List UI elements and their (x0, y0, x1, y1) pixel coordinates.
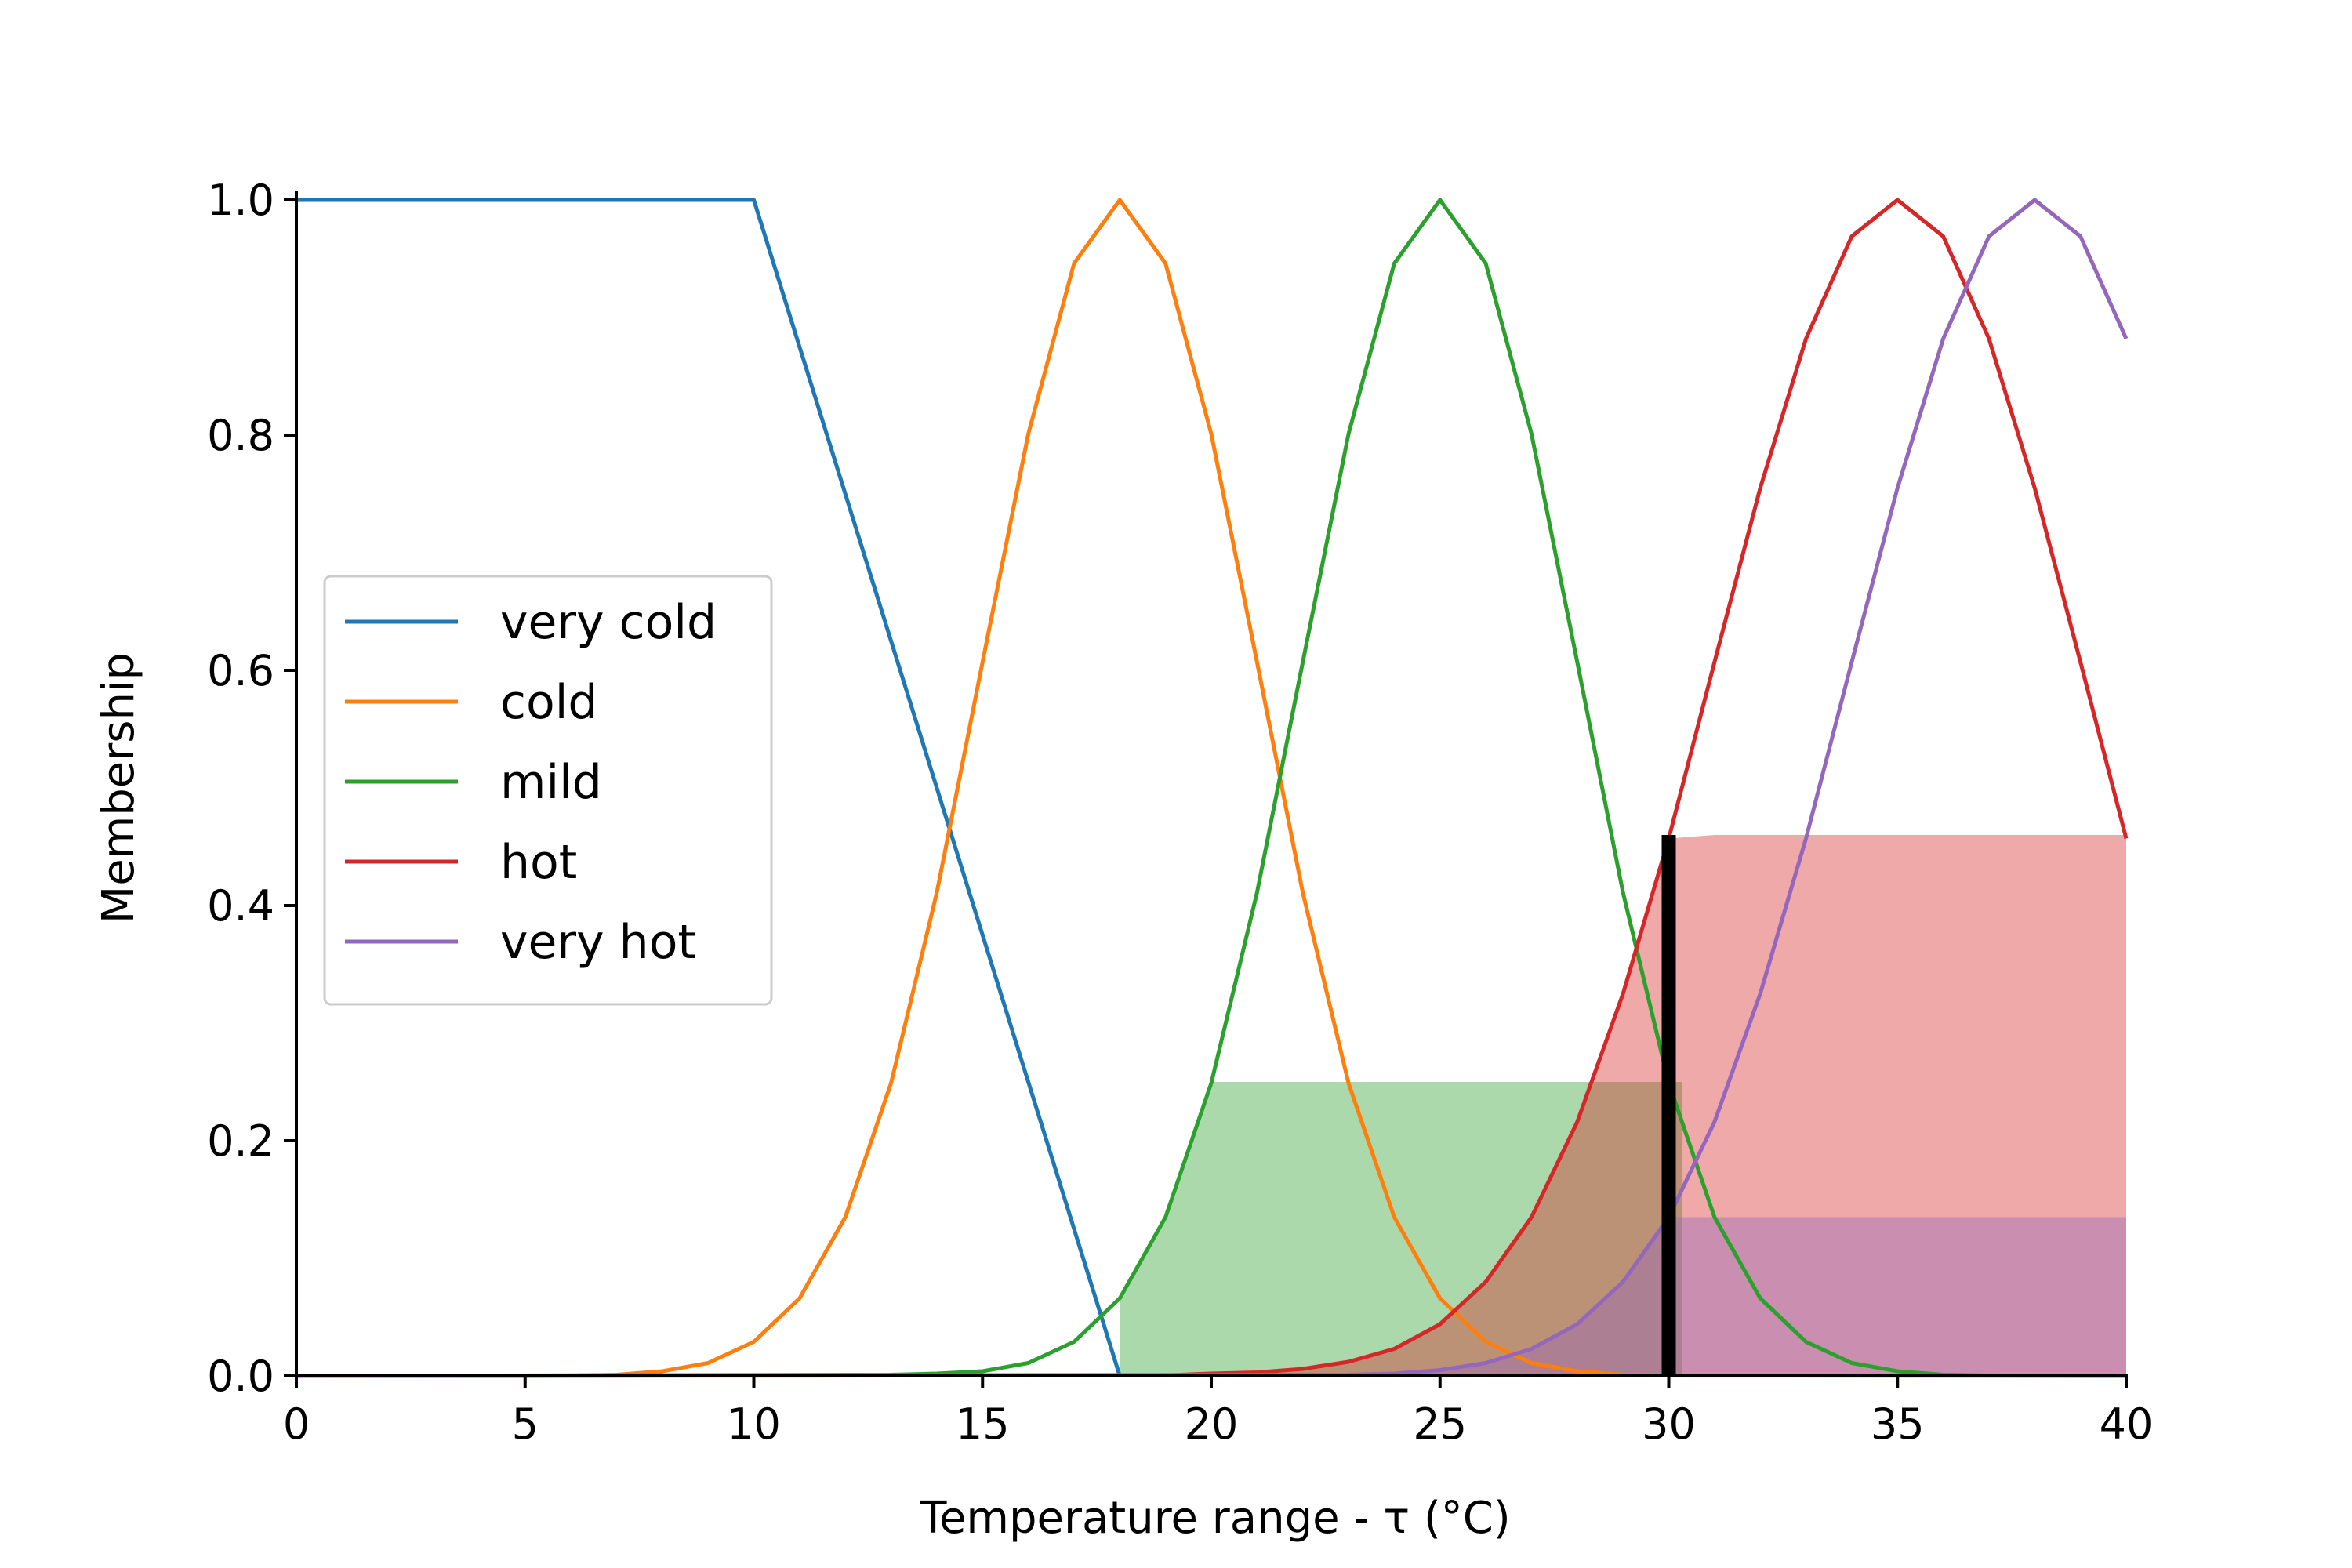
x-tick-label: 30 (1642, 1399, 1696, 1449)
series-line-hot (296, 198, 2129, 1378)
series-line-mild (296, 198, 2127, 1378)
fill-very-hot (1302, 1217, 2126, 1376)
x-tick-label: 20 (1185, 1399, 1239, 1449)
series-line-very-cold (296, 198, 1122, 1377)
legend-label-mild: mild (500, 755, 602, 810)
legend-label-very-cold: very cold (500, 595, 717, 650)
series-lines (296, 198, 2129, 1378)
y-tick-label: 0.0 (207, 1352, 274, 1401)
x-tick-label: 35 (1871, 1399, 1925, 1449)
y-tick-label: 0.2 (207, 1116, 274, 1166)
axes: 0 5 10 15 20 25 30 35 40 0.0 0.2 0.4 0.6 0.8 1.0 (207, 176, 2153, 1449)
legend-frame (323, 575, 773, 1006)
x-tick-label: 5 (512, 1399, 539, 1449)
legend-label-hot: hot (500, 835, 577, 890)
x-tick-label: 40 (2100, 1399, 2154, 1449)
legend-label-very-hot: very hot (500, 915, 696, 970)
y-tick-label: 0.8 (207, 411, 274, 460)
y-tick-label: 0.6 (207, 646, 274, 695)
legend: very cold cold mild hot very hot (323, 575, 773, 1006)
x-tick-label: 15 (956, 1399, 1010, 1449)
series-line-very-hot (296, 198, 2129, 1378)
x-tick-label: 10 (727, 1399, 781, 1449)
x-tick-label: 25 (1413, 1399, 1467, 1449)
series-line-cold (296, 198, 2127, 1378)
y-tick-label: 1.0 (207, 176, 274, 225)
y-axis-label: Membership (93, 652, 144, 924)
x-tick-label: 0 (283, 1399, 310, 1449)
x-axis-label: Temperature range - τ (°C) (919, 1493, 1510, 1544)
y-tick-label: 0.4 (207, 881, 274, 931)
legend-label-cold: cold (500, 675, 597, 730)
